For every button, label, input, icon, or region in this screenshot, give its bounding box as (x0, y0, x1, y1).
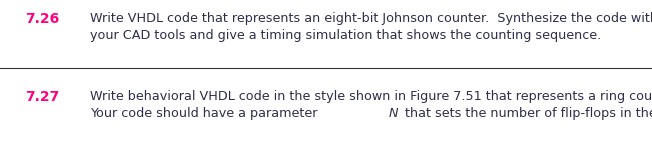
Text: Write VHDL code that represents an eight-bit Johnson counter.  Synthesize the co: Write VHDL code that represents an eight… (90, 12, 652, 25)
Text: 7.27: 7.27 (25, 90, 59, 104)
Text: Write behavioral VHDL code in the style shown in Figure 7.51 that represents a r: Write behavioral VHDL code in the style … (90, 90, 652, 103)
Text: that sets the number of flip-flops in the counter.: that sets the number of flip-flops in th… (401, 107, 652, 120)
Text: your CAD tools and give a timing simulation that shows the counting sequence.: your CAD tools and give a timing simulat… (90, 29, 601, 42)
Text: Your code should have a parameter: Your code should have a parameter (90, 107, 321, 120)
Text: N: N (389, 107, 398, 120)
Text: 7.26: 7.26 (25, 12, 59, 26)
